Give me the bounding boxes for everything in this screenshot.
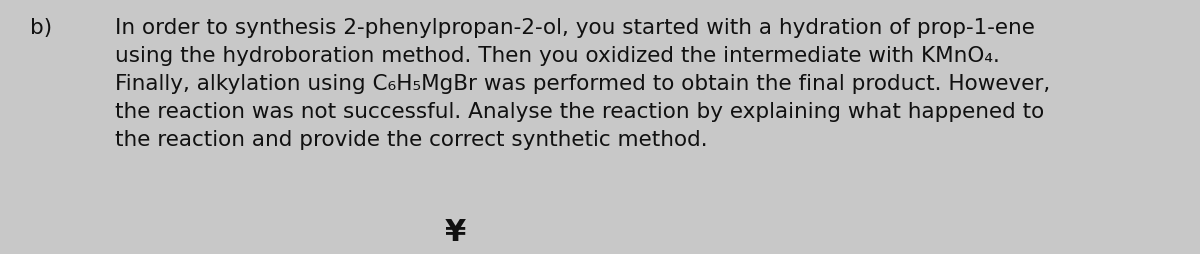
Text: the reaction was not successful. Analyse the reaction by explaining what happene: the reaction was not successful. Analyse… (115, 102, 1044, 122)
Text: b): b) (30, 18, 52, 38)
Text: the reaction and provide the correct synthetic method.: the reaction and provide the correct syn… (115, 130, 708, 150)
Text: using the hydroboration method. Then you oxidized the intermediate with KMnO₄.: using the hydroboration method. Then you… (115, 46, 1000, 66)
Text: In order to synthesis 2-phenylpropan-2-ol, you started with a hydration of prop-: In order to synthesis 2-phenylpropan-2-o… (115, 18, 1034, 38)
Text: ¥: ¥ (444, 218, 466, 247)
Text: Finally, alkylation using C₆H₅MgBr was performed to obtain the final product. Ho: Finally, alkylation using C₆H₅MgBr was p… (115, 74, 1050, 94)
